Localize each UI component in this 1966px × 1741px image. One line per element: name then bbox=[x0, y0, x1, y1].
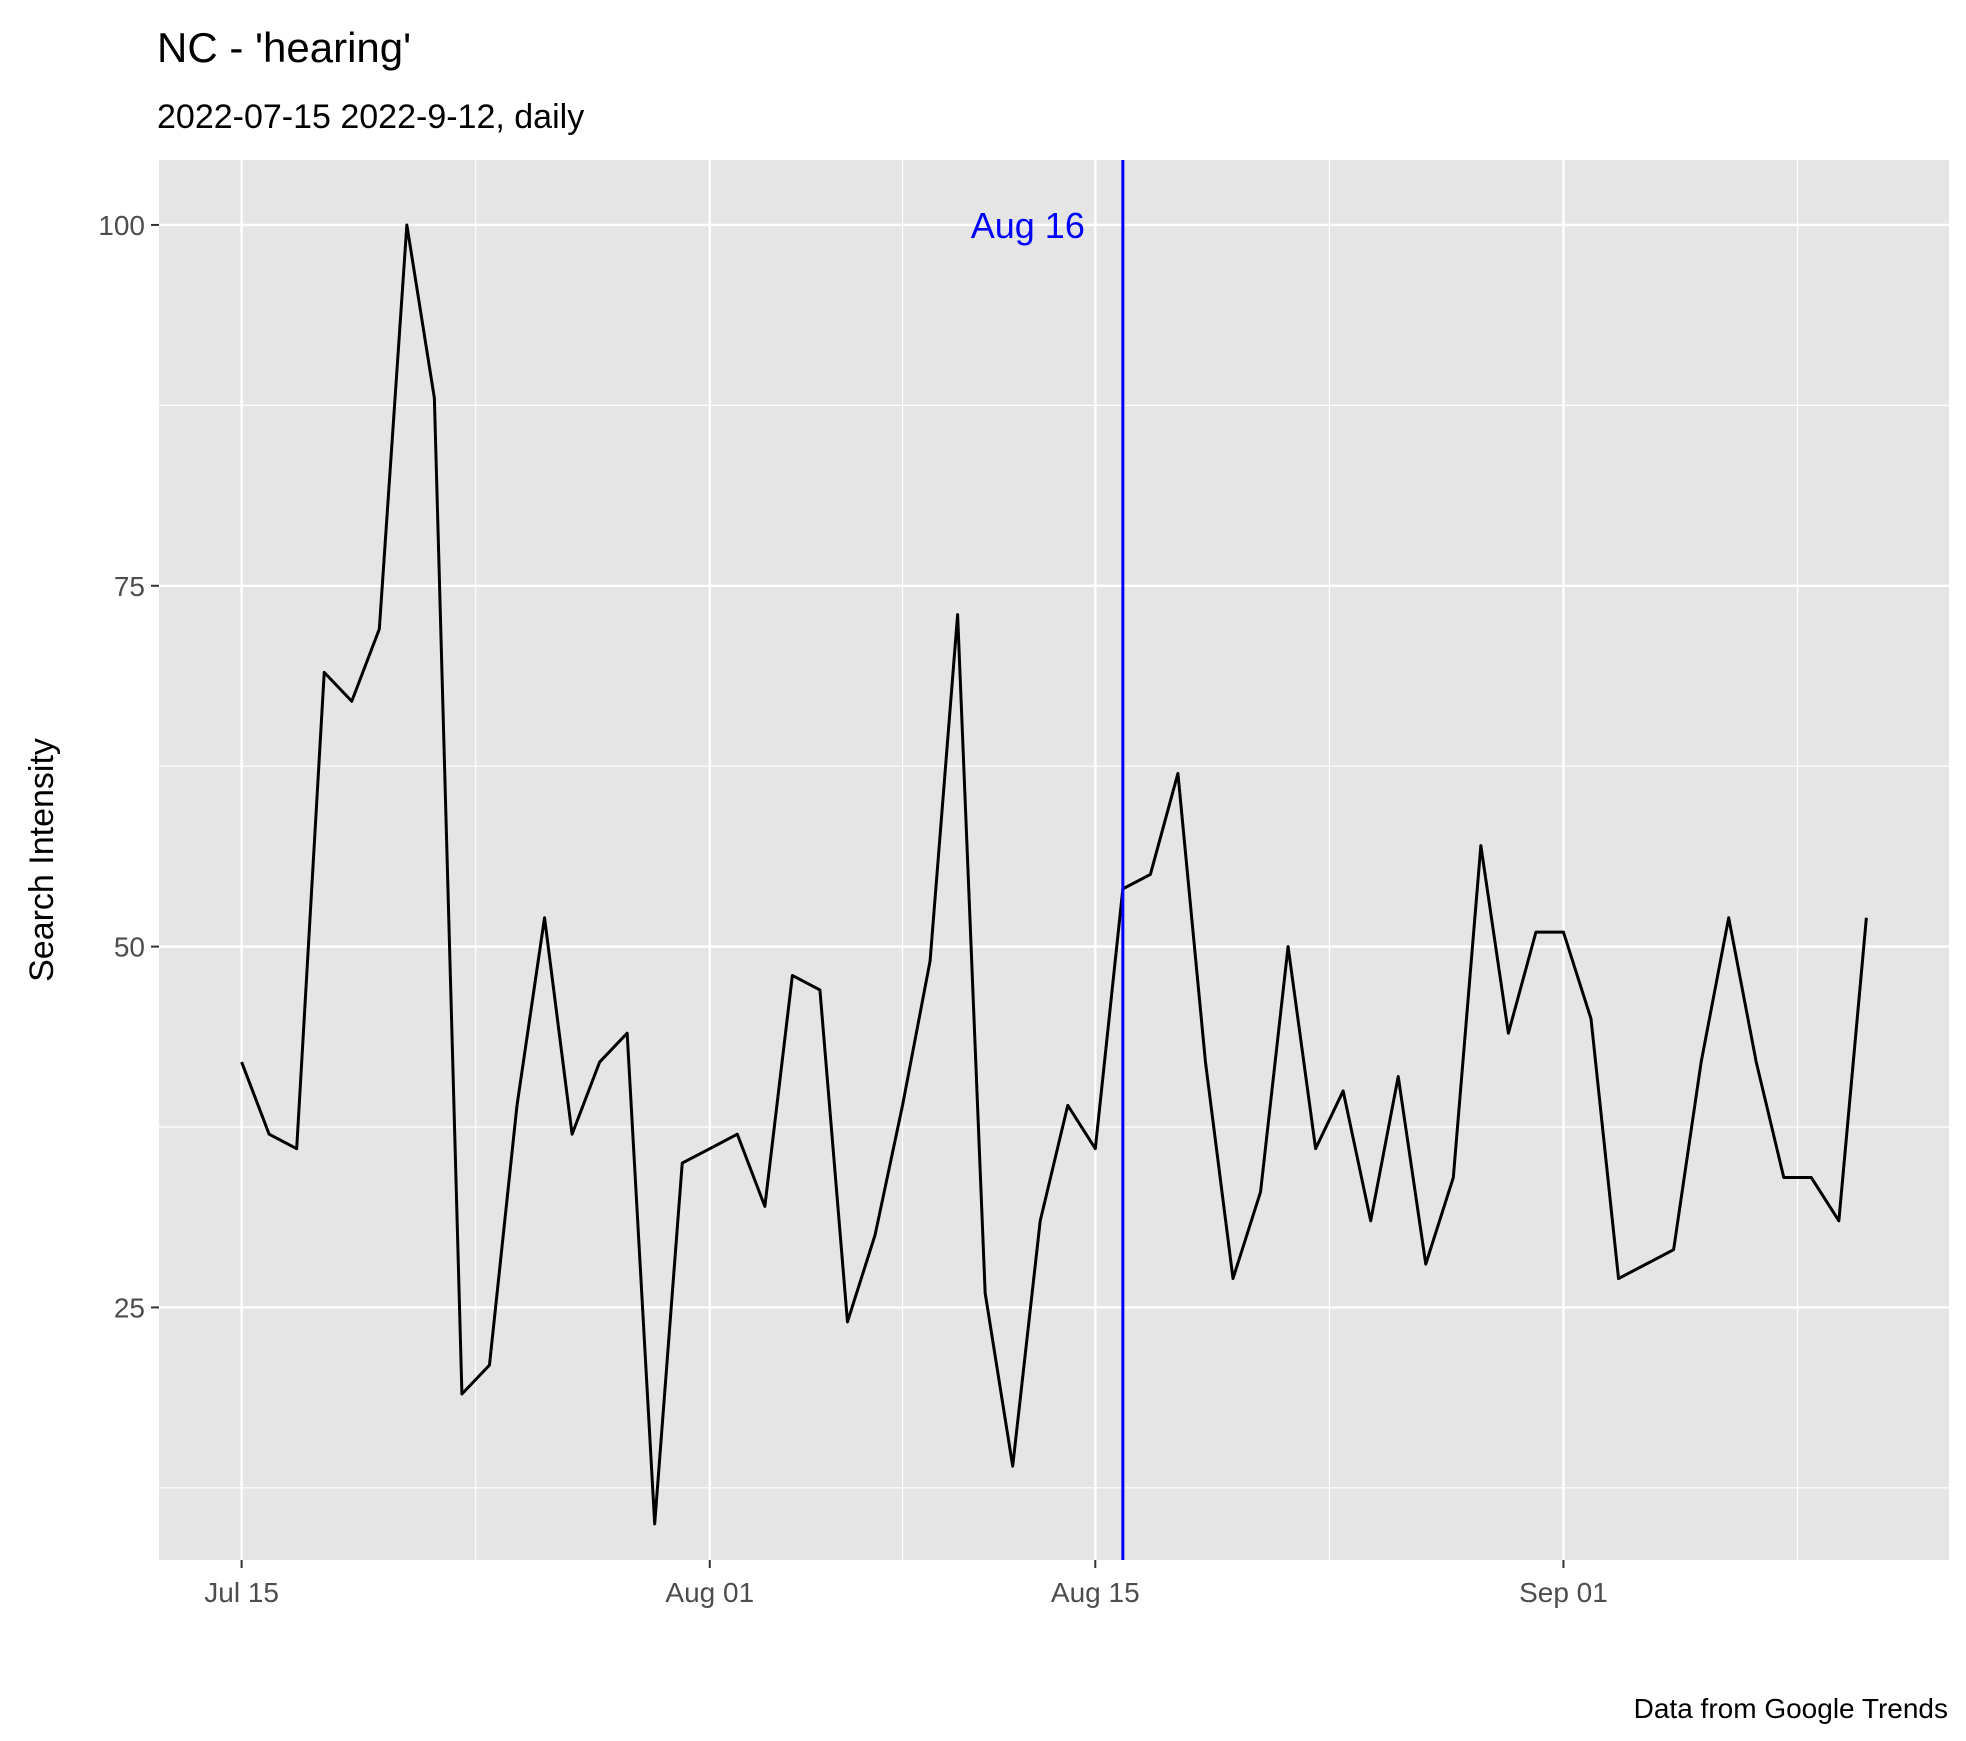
x-tick-label: Aug 15 bbox=[1051, 1577, 1140, 1608]
x-tick-label: Sep 01 bbox=[1519, 1577, 1608, 1608]
x-tick-label: Aug 01 bbox=[665, 1577, 754, 1608]
plot-panel bbox=[159, 160, 1949, 1560]
y-axis-title: Search Intensity bbox=[23, 738, 61, 982]
y-tick-label: 100 bbox=[98, 210, 145, 241]
x-tick-labels: Jul 15 Aug 01 Aug 15 Sep 01 bbox=[204, 1577, 1608, 1608]
chart-subtitle: 2022-07-15 2022-9-12, daily bbox=[157, 98, 584, 136]
series-layer bbox=[240, 223, 1868, 1526]
caption: Data from Google Trends bbox=[1634, 1693, 1948, 1724]
y-tick-label: 25 bbox=[114, 1292, 145, 1323]
axis-ticks bbox=[151, 223, 1565, 1568]
y-tick-label: 50 bbox=[114, 932, 145, 963]
annotation-label: Aug 16 bbox=[971, 205, 1085, 246]
grid-minor bbox=[159, 160, 1949, 1560]
y-tick-labels: 25 50 75 100 bbox=[98, 210, 145, 1323]
chart-title: NC - 'hearing' bbox=[157, 24, 411, 71]
series-line bbox=[240, 223, 1868, 1526]
x-tick-label: Jul 15 bbox=[204, 1577, 279, 1608]
grid-major bbox=[159, 160, 1949, 1560]
y-tick-label: 75 bbox=[114, 571, 145, 602]
